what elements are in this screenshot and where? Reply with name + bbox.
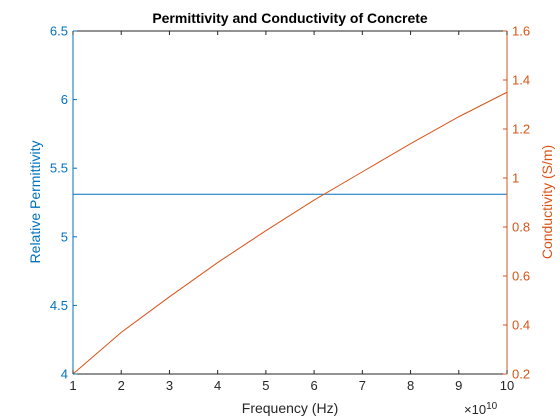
- x-tick-label: 10: [500, 378, 514, 393]
- right-y-tick-label: 0.8: [512, 220, 530, 235]
- right-y-tick-label: 0.2: [512, 367, 530, 382]
- x-exponent-base: ×10: [464, 402, 486, 417]
- left-y-tick-label: 6.5: [50, 24, 68, 39]
- x-tick-label: 5: [262, 378, 269, 393]
- x-tick-label: 1: [69, 378, 76, 393]
- right-y-tick-label: 0.6: [512, 269, 530, 284]
- right-y-axis-label: Conductivity (S/m): [539, 145, 555, 259]
- x-axis-label: Frequency (Hz): [242, 400, 338, 416]
- x-tick-label: 9: [455, 378, 462, 393]
- right-y-tick-label: 1.6: [512, 24, 530, 39]
- right-y-tick-label: 1.4: [512, 73, 530, 88]
- x-tick-label: 7: [359, 378, 366, 393]
- x-exponent-power: 10: [486, 401, 498, 412]
- conductivity-series-line: [72, 91, 508, 375]
- right-y-tick-label: 1.2: [512, 122, 530, 137]
- left-y-tick-label: 5: [61, 229, 68, 244]
- x-tick-label: 2: [118, 378, 125, 393]
- right-y-tick-label: 1: [512, 171, 519, 186]
- right-y-tick-label: 0.4: [512, 318, 530, 333]
- left-y-tick-label: 4.5: [50, 298, 68, 313]
- axes-layer: 1 2 3 4 5 6 7 8 9 10 4 4.5 5 5.5 6 6.5 0.2 0.4 0.6 0.8 1 1.2 1…: [50, 24, 530, 394]
- left-y-axis-label: Relative Permittivity: [27, 141, 43, 264]
- left-y-tick-label: 4: [61, 367, 68, 382]
- chart-title: Permittivity and Conductivity of Concret…: [152, 10, 428, 26]
- x-tick-label: 3: [166, 378, 173, 393]
- x-tick-label: 8: [407, 378, 414, 393]
- series-layer: [72, 91, 508, 375]
- x-exponent-label: ×1010: [464, 401, 498, 417]
- x-tick-label: 6: [310, 378, 317, 393]
- left-y-tick-label: 6: [61, 92, 68, 107]
- left-y-tick-label: 5.5: [50, 161, 68, 176]
- x-tick-label: 4: [214, 378, 221, 393]
